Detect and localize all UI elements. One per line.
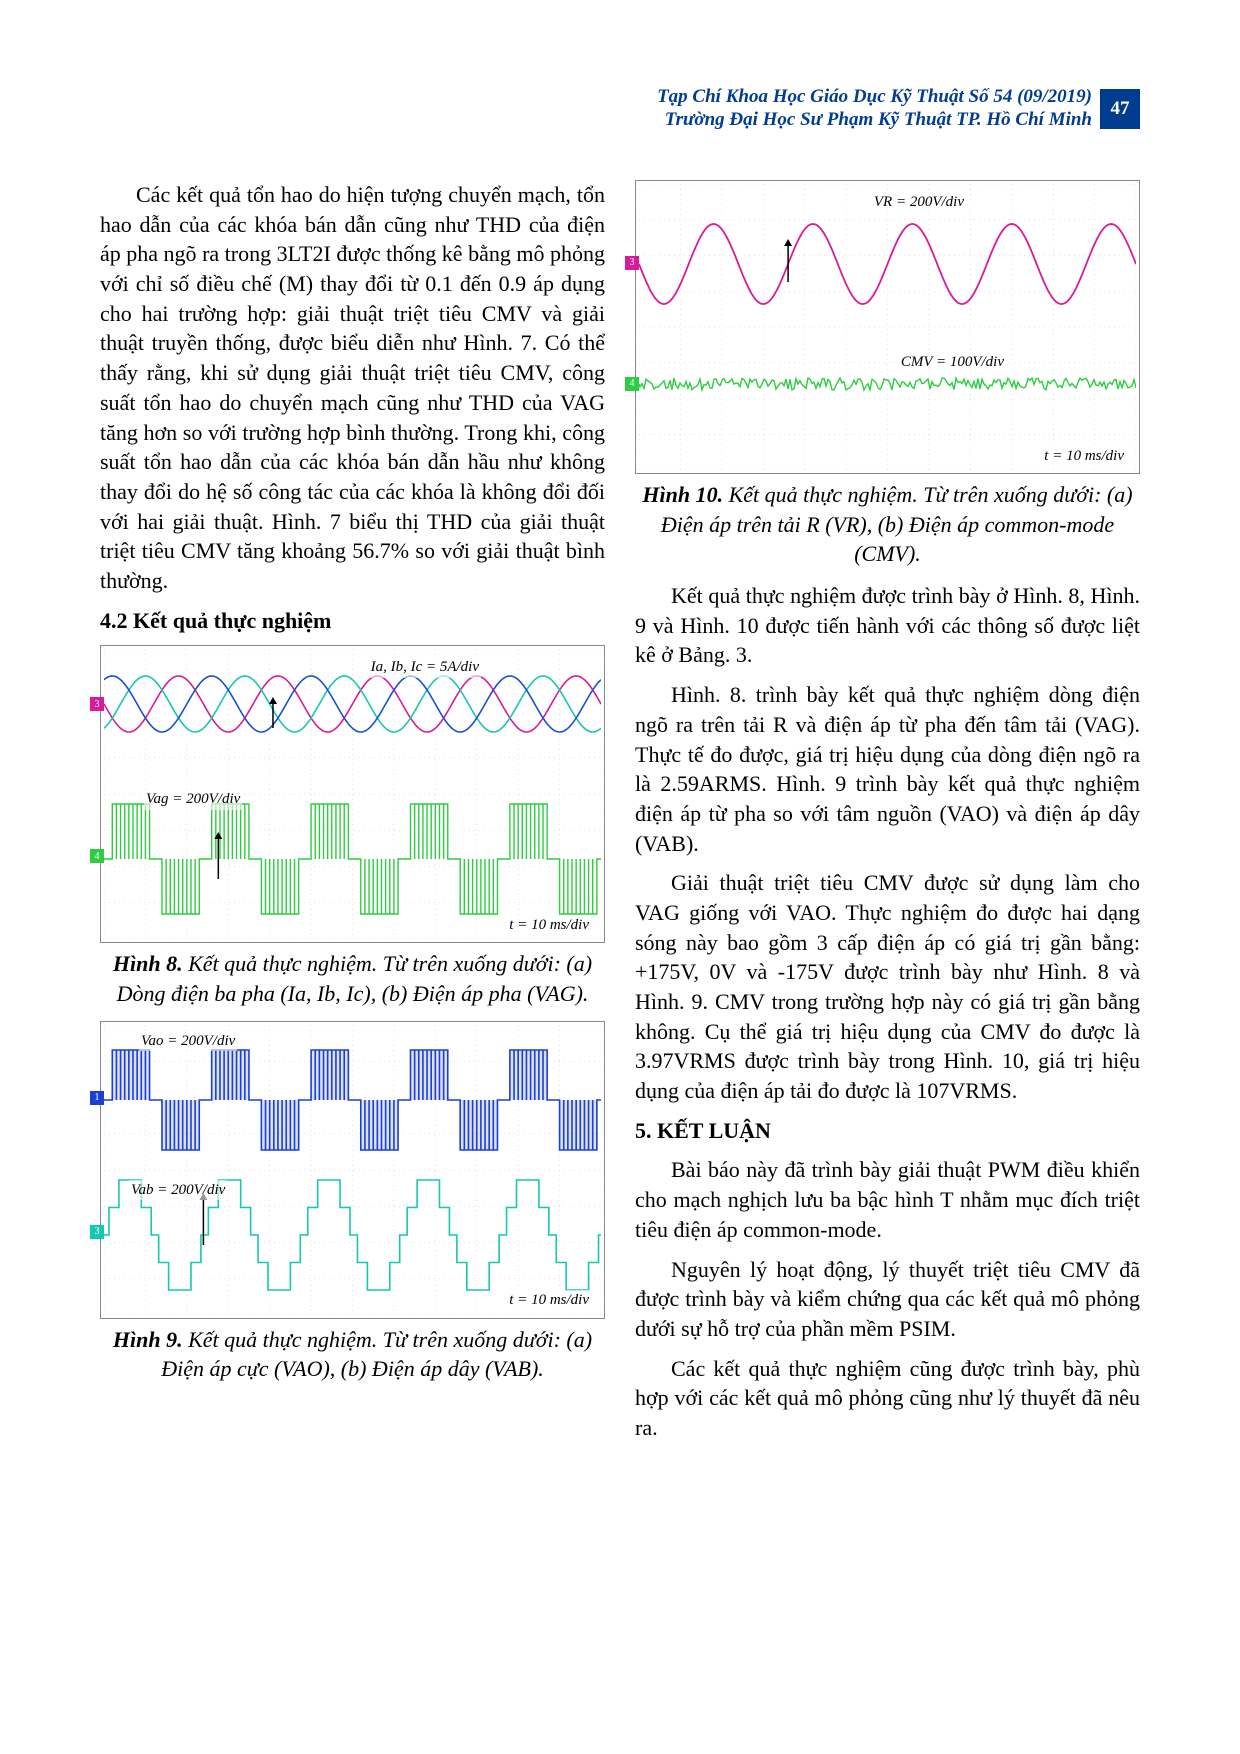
figure-8-plot: Ia, Ib, Ic = 5A/divVag = 200V/divt = 10 … xyxy=(104,649,601,939)
figure-9: Vao = 200V/divVab = 200V/divt = 10 ms/di… xyxy=(100,1021,605,1319)
channel-badge: 1 xyxy=(90,1091,104,1105)
para-conclusion-1: Bài báo này đã trình bày giải thuật PWM … xyxy=(635,1155,1140,1244)
content-columns: Các kết quả tổn hao do hiện tượng chuyển… xyxy=(100,180,1140,1654)
para-cmv-desc: Giải thuật triệt tiêu CMV được sử dụng l… xyxy=(635,868,1140,1106)
para-losses: Các kết quả tổn hao do hiện tượng chuyển… xyxy=(100,180,605,596)
figure-8-title: Hình 8. xyxy=(113,951,183,976)
figure-10-caption: Hình 10. Kết quả thực nghiệm. Từ trên xu… xyxy=(635,480,1140,569)
channel-badge: 3 xyxy=(625,256,639,270)
para-conclusion-2: Nguyên lý hoạt động, lý thuyết triệt tiê… xyxy=(635,1255,1140,1344)
channel-badge: 4 xyxy=(90,849,104,863)
figure-9-plot: Vao = 200V/divVab = 200V/divt = 10 ms/di… xyxy=(104,1025,601,1315)
para-conclusion-3: Các kết quả thực nghiệm cũng được trình … xyxy=(635,1354,1140,1443)
figure-9-cap-text: Kết quả thực nghiệm. Từ trên xuống dưới:… xyxy=(161,1327,592,1382)
figure-9-title: Hình 9. xyxy=(113,1327,183,1352)
left-column: Các kết quả tổn hao do hiện tượng chuyển… xyxy=(100,180,605,1654)
channel-badge: 4 xyxy=(625,377,639,391)
channel-badge: 3 xyxy=(90,697,104,711)
header-line-1: Tạp Chí Khoa Học Giáo Dục Kỹ Thuật Số 54… xyxy=(657,86,1092,109)
figure-10-plot: VR = 200V/divCMV = 100V/divt = 10 ms/div… xyxy=(639,184,1136,470)
para-fig8-desc: Hình. 8. trình bày kết quả thực nghiệm d… xyxy=(635,680,1140,858)
channel-badge: 3 xyxy=(90,1225,104,1239)
figure-10-title: Hình 10. xyxy=(642,482,723,507)
figure-8-cap-text: Kết quả thực nghiệm. Từ trên xuống dưới:… xyxy=(117,951,593,1006)
page-number-box: 47 xyxy=(1100,89,1140,129)
section-42: 4.2 Kết quả thực nghiệm xyxy=(100,606,605,636)
figure-8-caption: Hình 8. Kết quả thực nghiệm. Từ trên xuố… xyxy=(100,949,605,1008)
header-line-2: Trường Đại Học Sư Phạm Kỹ Thuật TP. Hồ C… xyxy=(657,109,1092,132)
page-header: Tạp Chí Khoa Học Giáo Dục Kỹ Thuật Số 54… xyxy=(657,86,1140,132)
journal-title: Tạp Chí Khoa Học Giáo Dục Kỹ Thuật Số 54… xyxy=(657,86,1092,132)
figure-10-cap-text: Kết quả thực nghiệm. Từ trên xuống dưới:… xyxy=(661,482,1133,566)
figure-8: Ia, Ib, Ic = 5A/divVag = 200V/divt = 10 … xyxy=(100,645,605,943)
figure-9-caption: Hình 9. Kết quả thực nghiệm. Từ trên xuố… xyxy=(100,1325,605,1384)
section-5: 5. KẾT LUẬN xyxy=(635,1116,1140,1146)
para-exp-intro: Kết quả thực nghiệm được trình bày ở Hìn… xyxy=(635,581,1140,670)
figure-10: VR = 200V/divCMV = 100V/divt = 10 ms/div… xyxy=(635,180,1140,474)
right-column: VR = 200V/divCMV = 100V/divt = 10 ms/div… xyxy=(635,180,1140,1654)
page: Tạp Chí Khoa Học Giáo Dục Kỹ Thuật Số 54… xyxy=(0,0,1240,1754)
